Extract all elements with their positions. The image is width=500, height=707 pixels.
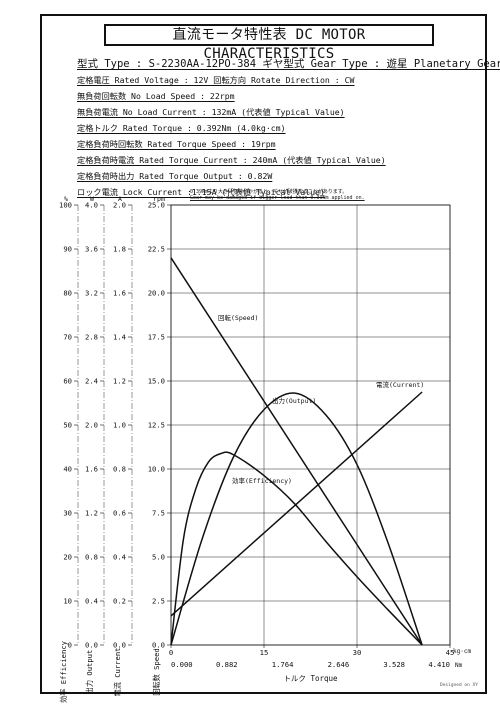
output-tick-label: 0.0 bbox=[85, 641, 98, 650]
speed-axis-title: 回転数 Speed bbox=[152, 648, 161, 696]
speed-tick-label: 2.5 bbox=[152, 597, 165, 606]
spec-line: 定格負荷時回転数 Rated Torque Speed : 19rpm bbox=[77, 139, 276, 149]
output-unit-label: W bbox=[90, 195, 94, 203]
efficiency-series-label: 効率(Efficiency) bbox=[232, 476, 292, 485]
page-title: 直流モータ特性表 DC MOTOR CHARACTERISTICS bbox=[104, 24, 434, 62]
speed-series-label: 回転(Speed) bbox=[218, 314, 258, 322]
speed-tick-label: 25.0 bbox=[148, 201, 165, 210]
designed-label: Designed on XY bbox=[440, 683, 478, 688]
x-tick-label: 45 bbox=[446, 648, 455, 657]
speed-series-line bbox=[170, 257, 423, 646]
warning-note-en: Gear may be damaged if bigger load than … bbox=[190, 195, 365, 201]
speed-tick-label: 17.5 bbox=[148, 333, 165, 342]
x-tick-label-nm: 2.646 bbox=[328, 660, 350, 669]
current-tick-label: 1.8 bbox=[113, 245, 126, 254]
current-tick-label: 0.0 bbox=[113, 641, 126, 650]
x-tick-label-nm: 3.528 bbox=[383, 660, 405, 669]
x-axis-title: トルク Torque bbox=[283, 674, 338, 683]
output-series-label: 出力(Output) bbox=[272, 396, 316, 405]
efficiency-tick-label: 80 bbox=[63, 289, 72, 298]
efficiency-tick-label: 20 bbox=[63, 553, 72, 562]
speed-tick-label: 10.0 bbox=[148, 465, 165, 474]
speed-tick-label: 22.5 bbox=[148, 245, 165, 254]
efficiency-series-line bbox=[170, 451, 423, 646]
output-tick-label: 3.2 bbox=[85, 289, 98, 298]
current-series-label: 電流(Current) bbox=[376, 380, 424, 389]
output-tick-label: 2.4 bbox=[85, 377, 98, 386]
output-tick-label: 0.4 bbox=[85, 597, 98, 606]
current-tick-label: 1.0 bbox=[113, 421, 126, 430]
output-series-line bbox=[170, 392, 423, 646]
efficiency-tick-label: 100 bbox=[59, 201, 72, 210]
current-axis-title: 電流 Current bbox=[113, 648, 122, 697]
speed-tick-label: 20.0 bbox=[148, 289, 165, 298]
speed-unit-label: rpm bbox=[153, 195, 165, 203]
spec-line: 無負荷電流 No Load Current : 132mA (代表値 Typic… bbox=[77, 107, 345, 117]
warning-note-jp: 0.39Nmより大きい負荷がかかると、ギヤが破損することがあります。 bbox=[190, 189, 348, 195]
x-tick-label: 30 bbox=[353, 648, 362, 657]
output-tick-label: 2.8 bbox=[85, 333, 98, 342]
current-tick-label: 0.4 bbox=[113, 553, 126, 562]
current-tick-label: 0.6 bbox=[113, 509, 126, 518]
current-series-line bbox=[170, 391, 423, 617]
current-unit-label: A bbox=[118, 195, 122, 203]
efficiency-tick-label: 40 bbox=[63, 465, 72, 474]
x-tick-label-nm: 0.000 bbox=[171, 660, 193, 669]
efficiency-tick-label: 60 bbox=[63, 377, 72, 386]
speed-tick-label: 0.0 bbox=[152, 641, 165, 650]
current-tick-label: 2.0 bbox=[113, 201, 126, 210]
spec-line: 定格トルク Rated Torque : 0.392Nm (4.0kg·cm) bbox=[77, 123, 286, 133]
output-tick-label: 1.2 bbox=[85, 509, 98, 518]
document-frame bbox=[40, 14, 487, 694]
x-tick-label: 15 bbox=[260, 648, 269, 657]
efficiency-tick-label: 0 bbox=[68, 641, 72, 650]
efficiency-unit-label: % bbox=[64, 195, 68, 203]
spec-line: 定格電圧 Rated Voltage : 12V 回転方向 Rotate Dir… bbox=[77, 75, 355, 85]
spec-line: 無負荷回転数 No Load Speed : 22rpm bbox=[77, 91, 235, 101]
x-tick-label: 0 bbox=[169, 648, 173, 657]
output-tick-label: 0.8 bbox=[85, 553, 98, 562]
efficiency-tick-label: 10 bbox=[63, 597, 72, 606]
x-tick-label-nm: 4.410 bbox=[428, 660, 450, 669]
spec-line: ロック電流 Lock Current :1.15A (代表値 Typical V… bbox=[77, 187, 325, 197]
efficiency-axis-title: 効率 Efficiency bbox=[59, 640, 68, 703]
spec-line: 定格負荷時出力 Rated Torque Output : 0.82W bbox=[77, 171, 273, 181]
speed-tick-label: 12.5 bbox=[148, 421, 165, 430]
output-tick-label: 3.6 bbox=[85, 245, 98, 254]
type-line: 型式 Type : S-2230AA-12PO-384 ギヤ型式 Gear Ty… bbox=[77, 58, 500, 70]
spec-line: 定格負荷時電流 Rated Torque Current : 240mA (代表… bbox=[77, 155, 386, 165]
x-unit-primary: kg·cm bbox=[453, 648, 471, 655]
output-tick-label: 2.0 bbox=[85, 421, 98, 430]
efficiency-tick-label: 50 bbox=[63, 421, 72, 430]
efficiency-tick-label: 70 bbox=[63, 333, 72, 342]
output-tick-label: 1.6 bbox=[85, 465, 98, 474]
output-axis-title: 出力 Output bbox=[85, 650, 94, 695]
speed-tick-label: 5.0 bbox=[152, 553, 165, 562]
efficiency-tick-label: 30 bbox=[63, 509, 72, 518]
output-tick-label: 4.0 bbox=[85, 201, 98, 210]
efficiency-tick-label: 90 bbox=[63, 245, 72, 254]
speed-tick-label: 15.0 bbox=[148, 377, 165, 386]
current-tick-label: 1.4 bbox=[113, 333, 126, 342]
speed-tick-label: 7.5 bbox=[152, 509, 165, 518]
current-tick-label: 1.2 bbox=[113, 377, 126, 386]
x-tick-label-nm: 0.882 bbox=[216, 660, 238, 669]
current-tick-label: 0.2 bbox=[113, 597, 126, 606]
x-unit-secondary: Nm bbox=[455, 662, 463, 669]
current-tick-label: 1.6 bbox=[113, 289, 126, 298]
x-tick-label-nm: 1.764 bbox=[272, 660, 294, 669]
current-tick-label: 0.8 bbox=[113, 465, 126, 474]
